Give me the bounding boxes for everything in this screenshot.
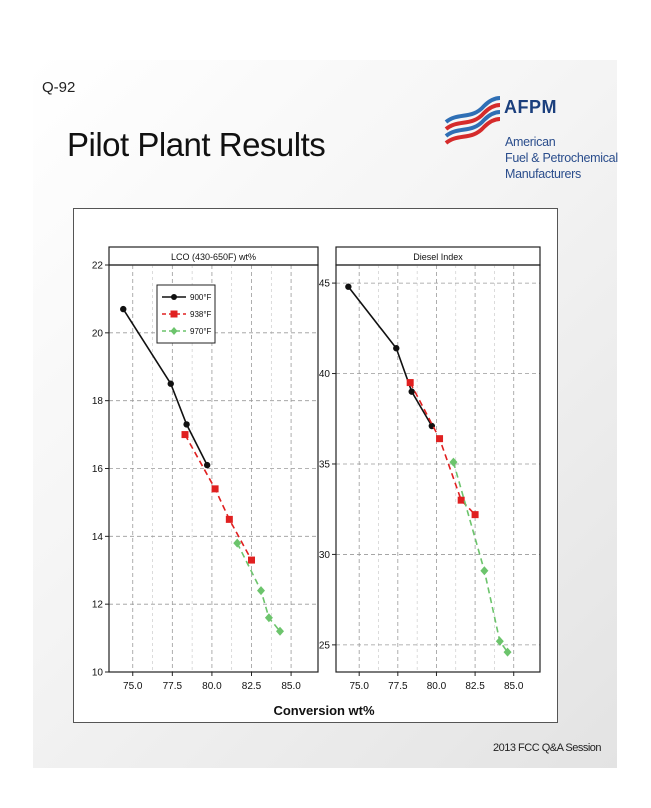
panel-0-ytick-label-3: 16 xyxy=(92,464,104,475)
panel-0-series-1-point-2 xyxy=(225,515,233,523)
logo-abbreviation: AFPM xyxy=(504,97,557,117)
panel-1-xtick-label-0: 75.0 xyxy=(349,681,369,692)
panel-1-xtick-label-4: 85.0 xyxy=(504,681,524,692)
panel-0-ytick-label-6: 22 xyxy=(92,261,104,272)
panel-1-series-line-2 xyxy=(452,461,509,653)
logo-line-fuel: Fuel & Petrochemical xyxy=(505,151,618,165)
panel-1-series-1-point-0 xyxy=(406,379,414,387)
panel-1-series-2-point-3 xyxy=(503,647,512,657)
panel-0-series-line-2 xyxy=(236,542,281,632)
logo-line-american: American xyxy=(505,135,556,149)
panel-0-ytick-label-1: 12 xyxy=(92,600,104,611)
legend-marker-0 xyxy=(171,294,177,300)
afpm-flag-icon xyxy=(444,96,501,145)
pilot-plant-chart: LCO (430-650F) wt% 10 12 14 16 18 20 22 75.0 77.5… xyxy=(92,246,541,718)
panel-1-series-1-point-1 xyxy=(436,435,444,443)
panel-0-series-0-point-3 xyxy=(203,461,211,469)
panel-1-series-0-point-0 xyxy=(345,283,352,290)
panel-0-series-1-point-0 xyxy=(181,431,189,439)
afpm-logo: AFPM American Fuel & Petrochemical Manuf… xyxy=(444,92,618,192)
panel-1-series-1-point-3 xyxy=(471,511,479,519)
panel-0-series-line-0 xyxy=(122,308,208,466)
panel-1-ytick-label-3: 40 xyxy=(319,369,331,380)
panel-1-series-0-point-2 xyxy=(408,388,415,395)
panel-0-series-2-point-3 xyxy=(276,626,284,636)
panel-1-xtick-label-3: 82.5 xyxy=(465,681,485,692)
panel-0-ytick-label-4: 18 xyxy=(92,396,104,407)
panel-1-plot-area xyxy=(335,264,541,673)
panel-0-series-0-point-2 xyxy=(183,421,190,428)
panel-0-series-2-point-0 xyxy=(233,538,242,548)
panel-0-series-0-point-0 xyxy=(120,305,127,313)
logo-line-manufacturers: Manufacturers xyxy=(505,167,581,181)
legend-label-0: 900°F xyxy=(190,293,212,302)
panel-0-series-0-point-1 xyxy=(167,380,174,387)
panel-0-xtick-label-0: 75.0 xyxy=(123,681,143,692)
panel-1-ytick-label-2: 35 xyxy=(319,459,331,470)
x-axis-label: Conversion wt% xyxy=(273,703,375,718)
question-number: Q-92 xyxy=(42,79,76,96)
panel-0-ytick-label-2: 14 xyxy=(92,532,104,543)
panel-1-series-2-point-1 xyxy=(480,566,489,576)
panel-0-series-2-point-2 xyxy=(264,613,273,623)
panel-0-xtick-label-1: 77.5 xyxy=(163,681,183,692)
legend-marker-1 xyxy=(170,310,178,318)
panel-1-series-1-point-2 xyxy=(457,496,465,504)
panel-1-ytick-label-1: 30 xyxy=(319,550,331,561)
panel-0-ytick-label-0: 10 xyxy=(92,668,104,679)
panel-0-series-1-point-1 xyxy=(211,485,219,493)
panel-1-series-line-1 xyxy=(409,382,476,516)
panel-0-ytick-label-5: 20 xyxy=(92,328,104,339)
panel-1-title: Diesel Index xyxy=(413,252,463,262)
panel-0-xtick-label-3: 82.5 xyxy=(242,681,262,692)
panel-1-xtick-label-1: 77.5 xyxy=(388,681,408,692)
legend-marker-2 xyxy=(170,327,178,335)
slide-footer: 2013 FCC Q&A Session xyxy=(493,742,602,754)
panel-1-xtick-label-2: 80.0 xyxy=(427,681,447,692)
chart-frame: LCO (430-650F) wt% 10 12 14 16 18 20 22 75.0 77.5… xyxy=(73,208,558,723)
panel-0-series-line-1 xyxy=(184,434,253,561)
panel-0-xtick-label-4: 85.0 xyxy=(281,681,301,692)
panel-1-ytick-label-4: 45 xyxy=(319,279,331,290)
panel-1-series-2-point-2 xyxy=(495,636,504,646)
panel-1-series-2-point-0 xyxy=(449,457,458,467)
slide-title: Pilot Plant Results xyxy=(67,126,326,163)
legend-label-2: 970°F xyxy=(190,327,212,336)
panel-1-ytick-label-0: 25 xyxy=(319,640,331,651)
panel-0-xtick-label-2: 80.0 xyxy=(202,681,222,692)
legend-label-1: 938°F xyxy=(190,310,212,319)
panel-0-series-1-point-3 xyxy=(248,556,255,564)
panel-0-series-2-point-1 xyxy=(257,586,265,596)
panel-0-title: LCO (430-650F) wt% xyxy=(171,252,256,262)
panel-1-series-0-point-1 xyxy=(393,345,400,352)
panel-1-series-line-0 xyxy=(347,286,433,427)
